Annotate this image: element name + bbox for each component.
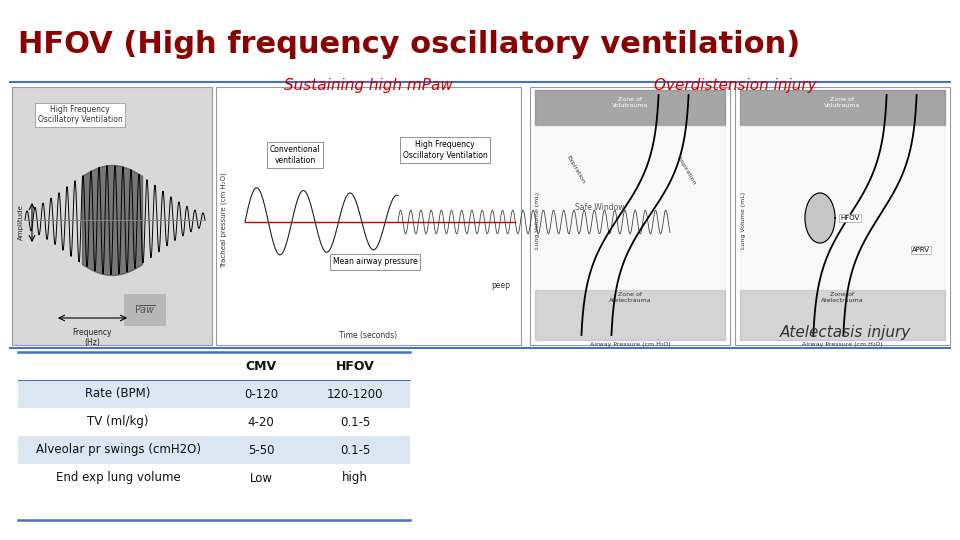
Polygon shape — [805, 193, 835, 243]
Bar — [216, 87, 521, 345]
Text: high: high — [342, 471, 368, 484]
Text: End exp lung volume: End exp lung volume — [56, 471, 180, 484]
Text: Frequency
(Hz): Frequency (Hz) — [72, 328, 111, 347]
Text: HFOV (High frequency oscillatory ventilation): HFOV (High frequency oscillatory ventila… — [18, 30, 801, 59]
Text: Mean airway pressure: Mean airway pressure — [333, 258, 418, 267]
Text: HFOV: HFOV — [336, 360, 374, 373]
Text: Expiration: Expiration — [565, 155, 586, 185]
Text: Zone of
Volutrauma: Zone of Volutrauma — [824, 97, 860, 108]
Text: High Frequency
Oscillatory Ventilation: High Frequency Oscillatory Ventilation — [37, 105, 122, 124]
Text: Inspiration: Inspiration — [675, 154, 696, 186]
Text: 0-120: 0-120 — [244, 388, 278, 401]
Text: Safe Window: Safe Window — [575, 204, 625, 213]
Text: Time (seconds): Time (seconds) — [339, 331, 397, 340]
Text: Lung Volume (mL): Lung Volume (mL) — [535, 192, 540, 248]
Text: Zone of
Atelectrauma: Zone of Atelectrauma — [609, 292, 651, 303]
Text: APRV: APRV — [912, 247, 930, 253]
Text: Conventional
ventilation: Conventional ventilation — [270, 145, 321, 165]
Text: CMV: CMV — [246, 360, 276, 373]
Text: Airway Pressure (cm H₂O): Airway Pressure (cm H₂O) — [589, 342, 670, 347]
Bar — [530, 87, 730, 345]
Bar — [18, 464, 410, 492]
Text: Sustaining high mPaw: Sustaining high mPaw — [283, 78, 452, 93]
Text: Rate (BPM): Rate (BPM) — [85, 388, 151, 401]
Text: Zone of
Volutrauma: Zone of Volutrauma — [612, 97, 648, 108]
Text: HFOV: HFOV — [840, 215, 859, 221]
Text: P$\overline{aw}$: P$\overline{aw}$ — [134, 303, 156, 316]
Text: 4-20: 4-20 — [248, 415, 275, 429]
Bar — [18, 408, 410, 436]
Text: Amplitude: Amplitude — [18, 204, 24, 240]
Text: 120-1200: 120-1200 — [326, 388, 383, 401]
Bar — [735, 87, 950, 345]
Text: Overdistension injury: Overdistension injury — [654, 78, 816, 93]
Text: peep: peep — [491, 280, 510, 289]
Bar — [18, 436, 410, 464]
Text: TV (ml/kg): TV (ml/kg) — [87, 415, 149, 429]
Text: 5-50: 5-50 — [248, 443, 275, 456]
Text: Lung Volume (mL): Lung Volume (mL) — [740, 192, 746, 248]
Bar — [18, 380, 410, 408]
Text: Low: Low — [250, 471, 273, 484]
Text: Airway Pressure (cm H₂O): Airway Pressure (cm H₂O) — [802, 342, 882, 347]
Text: Atelectasis injury: Atelectasis injury — [780, 325, 911, 340]
Text: 0.1-5: 0.1-5 — [340, 415, 371, 429]
Text: 0.1-5: 0.1-5 — [340, 443, 371, 456]
Text: Tracheal pressure (cm H₂O): Tracheal pressure (cm H₂O) — [221, 172, 228, 268]
Text: Zone of
Atelectrauma: Zone of Atelectrauma — [821, 292, 863, 303]
Text: High Frequency
Oscillatory Ventilation: High Frequency Oscillatory Ventilation — [402, 140, 488, 160]
Text: Alveolar pr swings (cmH2O): Alveolar pr swings (cmH2O) — [36, 443, 201, 456]
Bar — [12, 87, 212, 345]
